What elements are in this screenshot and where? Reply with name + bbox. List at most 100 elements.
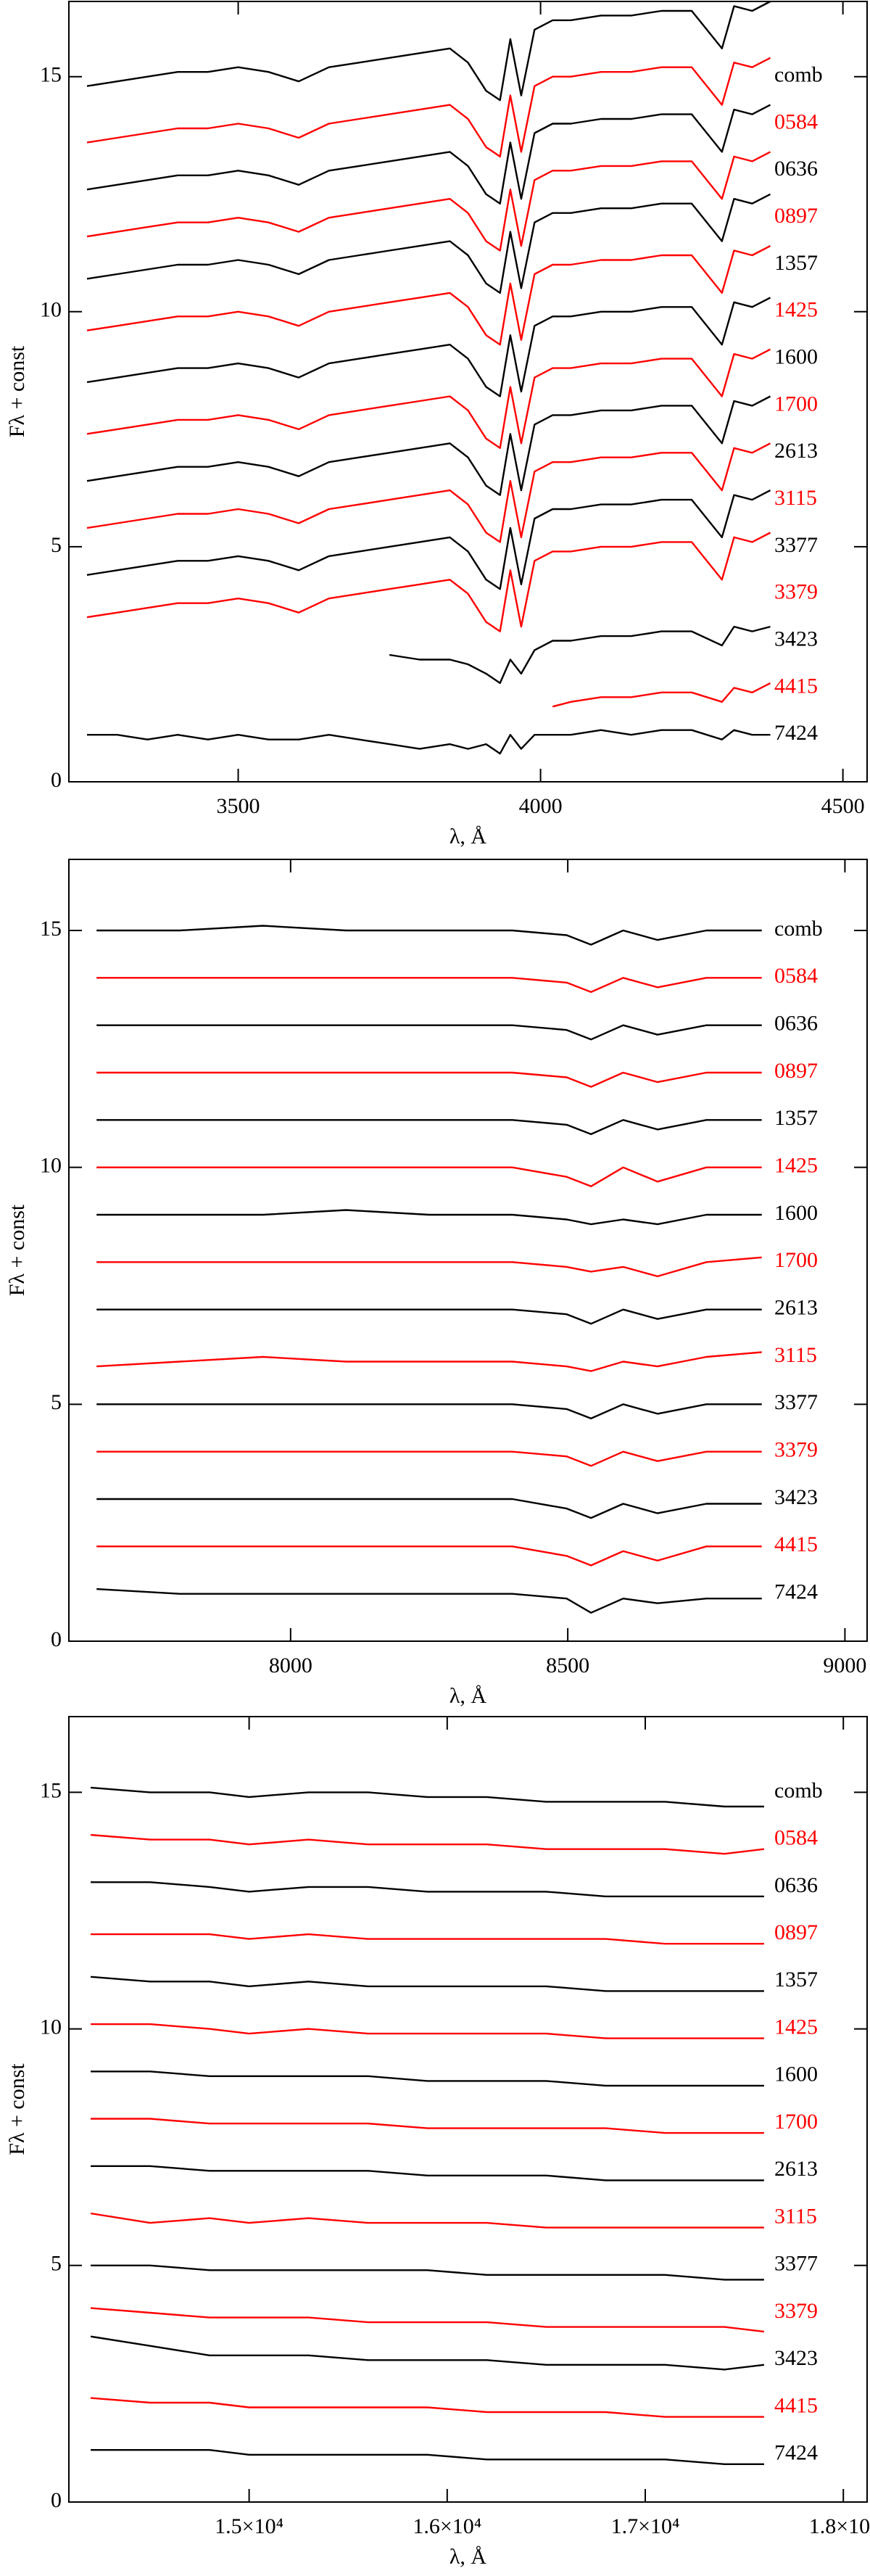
spectrum-line	[96, 1351, 762, 1372]
y-tick-label: 5	[51, 533, 62, 557]
spectrum-line	[96, 1209, 762, 1226]
y-axis-label: Fλ + const	[5, 345, 29, 437]
spectrum-line	[86, 151, 771, 252]
spectrum-line	[96, 977, 762, 994]
spectrum-label: 7424	[774, 721, 818, 745]
spectrum-label: 2613	[774, 1296, 818, 1320]
y-tick-label: 10	[40, 298, 62, 322]
spectrum-label: 7424	[774, 1580, 818, 1604]
y-tick-label: 5	[51, 2252, 62, 2276]
spectrum-line	[96, 1545, 762, 1566]
x-tick-label: 4000	[519, 794, 563, 818]
spectrum-label: 0897	[774, 204, 818, 228]
spectrum-line	[86, 348, 771, 449]
spectrum-label: 0636	[774, 1012, 818, 1036]
spectrum-line	[389, 625, 771, 685]
x-tick-label: 8500	[546, 1654, 589, 1677]
spectrum-label: 1425	[774, 2015, 818, 2039]
x-tick-label: 8000	[269, 1654, 312, 1677]
spectrum-line	[96, 1498, 762, 1519]
spectrum-label: 3423	[774, 1485, 818, 1509]
spectrum-line	[86, 0, 771, 102]
spectrum-label: 3423	[774, 627, 818, 651]
x-tick-label: 1.8×10⁴	[809, 2514, 870, 2538]
x-tick-label: 3500	[217, 794, 260, 818]
spectrum-line	[91, 1976, 764, 1992]
spectrum-line	[86, 395, 771, 496]
spectrum-line	[91, 2397, 764, 2418]
spectrum-line	[91, 1786, 764, 1808]
spectrum-label: 0897	[774, 1920, 818, 1944]
y-tick-label: 0	[51, 768, 62, 792]
x-axis-label: λ, Å	[450, 1684, 487, 1708]
spectrum-line	[91, 2307, 765, 2333]
spectrum-line	[91, 1933, 764, 1945]
spectrum-label: 3379	[774, 2299, 818, 2323]
spectrum-line	[552, 682, 771, 708]
spectrum-label: comb	[774, 917, 823, 941]
spectrum-label: 3379	[774, 1438, 818, 1462]
spectrum-line	[91, 2023, 764, 2039]
y-tick-label: 0	[51, 1627, 62, 1651]
x-tick-label: 9000	[823, 1654, 866, 1677]
plot-frame	[68, 1716, 868, 2503]
spectrum-label: 2613	[774, 2157, 818, 2181]
spectrum-label: 3377	[774, 533, 818, 557]
spectrum-label: 1600	[774, 345, 818, 369]
spectrum-label: 3423	[774, 2346, 818, 2370]
y-tick-label: 10	[40, 2015, 62, 2039]
x-tick-label: 1.5×10⁴	[215, 2514, 283, 2538]
spectrum-label: 0584	[774, 110, 818, 133]
spectrum-label: 1700	[774, 1248, 818, 1272]
spectrum-line	[86, 193, 771, 294]
spectrum-line	[86, 532, 771, 632]
spectrum-label: 3115	[774, 1343, 817, 1367]
spectrum-line	[86, 104, 771, 205]
spectrum-label: 3379	[774, 580, 818, 604]
y-tick-label: 15	[40, 1778, 62, 1802]
spectrum-line	[96, 1119, 762, 1136]
spectrum-label: 7424	[774, 2441, 818, 2465]
spectrum-label: 1357	[774, 1968, 818, 1991]
spectrum-label: 3115	[774, 2204, 817, 2228]
spectrum-label: comb	[774, 1778, 823, 1802]
x-axis-label: λ, Å	[450, 825, 487, 849]
spectrum-label: 1425	[774, 1154, 818, 1178]
spectrum-label: 1600	[774, 2063, 818, 2086]
spectrum-label: 4415	[774, 2393, 818, 2417]
spectrum-line	[91, 2118, 764, 2134]
y-tick-label: 15	[40, 63, 62, 87]
x-tick-label: 1.6×10⁴	[413, 2514, 481, 2538]
spectrum-line	[86, 490, 771, 590]
spectrum-line	[90, 2335, 765, 2371]
spectrum-line	[86, 442, 771, 543]
spectrum-line	[96, 1071, 762, 1088]
spectrum-label: 1425	[774, 298, 818, 322]
spectrum-line	[91, 2264, 764, 2281]
y-tick-label: 10	[40, 1154, 62, 1178]
x-tick-label: 1.7×10⁴	[611, 2514, 680, 2538]
spectrum-label: 3377	[774, 1390, 818, 1414]
spectrum-line	[91, 1881, 764, 1898]
spectrum-label: comb	[774, 63, 823, 87]
spectrum-label: 1700	[774, 2110, 818, 2134]
spectrum-label: 0636	[774, 157, 818, 181]
plot-frame	[68, 859, 868, 1642]
y-axis-label: Fλ + const	[5, 1204, 29, 1296]
spectrum-label: 3115	[774, 486, 817, 510]
spectrum-label: 4415	[774, 1532, 818, 1556]
y-tick-label: 0	[51, 2488, 62, 2512]
spectrum-line	[86, 297, 771, 397]
spectrum-line	[91, 2449, 764, 2465]
spectrum-line	[87, 729, 771, 755]
spectrum-line	[96, 1166, 762, 1187]
spectrum-line	[91, 2071, 764, 2087]
spectrum-line	[96, 1308, 762, 1325]
x-axis-label: λ, Å	[450, 2545, 487, 2569]
spectrum-line	[96, 1450, 762, 1467]
spectrum-line	[90, 2212, 764, 2229]
spectrum-line	[96, 1588, 762, 1614]
spectrum-line	[91, 2165, 764, 2181]
